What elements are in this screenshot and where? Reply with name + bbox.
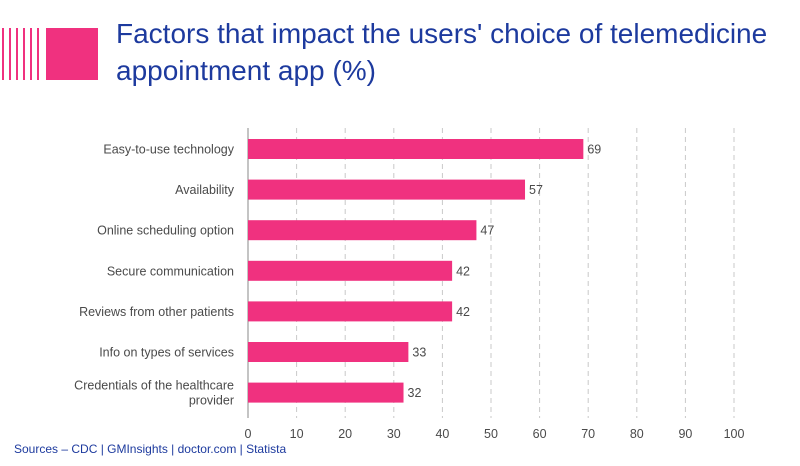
bar [248, 301, 453, 322]
category-label: Easy-to-use technology [103, 143, 234, 157]
x-tick-label: 100 [724, 427, 745, 441]
x-tick-label: 50 [484, 427, 498, 441]
data-label: 32 [408, 386, 422, 400]
data-label: 69 [587, 143, 601, 157]
x-tick-label: 90 [678, 427, 692, 441]
data-label: 57 [529, 183, 543, 197]
data-label: 33 [412, 346, 426, 360]
source-note: Sources – CDC | GMInsights | doctor.com … [14, 442, 287, 456]
decorative-stripes-logo [2, 28, 98, 80]
bar [248, 342, 409, 362]
data-label: 42 [456, 264, 470, 278]
bar [248, 220, 477, 241]
data-label: 47 [480, 224, 494, 238]
bar [248, 179, 526, 200]
bar [248, 260, 453, 281]
category-label: Secure communication [107, 264, 234, 278]
category-label: Credentials of the healthcare provider [74, 379, 234, 408]
x-tick-label: 20 [338, 427, 352, 441]
x-tick-label: 60 [533, 427, 547, 441]
category-label: Online scheduling option [97, 224, 234, 238]
bar [248, 382, 404, 403]
bar [248, 139, 584, 159]
x-tick-label: 80 [630, 427, 644, 441]
category-label: Info on types of services [99, 346, 234, 360]
data-label: 42 [456, 305, 470, 319]
x-tick-label: 40 [435, 427, 449, 441]
x-tick-label: 30 [387, 427, 401, 441]
category-label: Reviews from other patients [79, 305, 234, 319]
category-label: Availability [175, 183, 235, 197]
chart-title: Factors that impact the users' choice of… [116, 18, 768, 86]
x-tick-label: 10 [290, 427, 304, 441]
x-tick-label: 0 [245, 427, 252, 441]
x-tick-label: 70 [581, 427, 595, 441]
